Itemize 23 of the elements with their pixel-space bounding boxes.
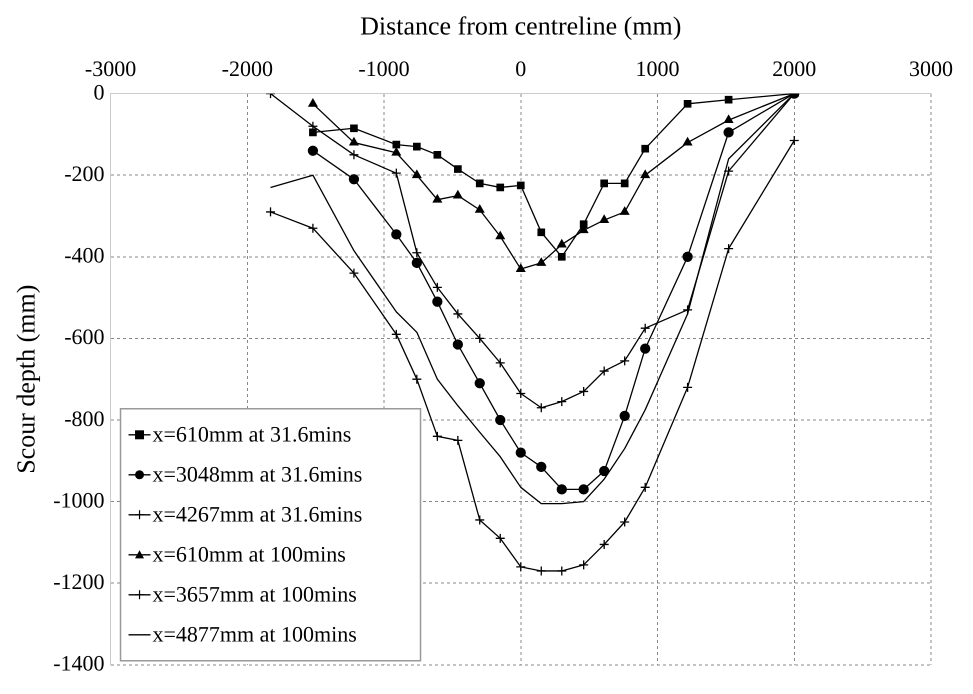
- x-tick-label: -2000: [222, 56, 273, 82]
- y-tick-label: 0: [94, 79, 105, 104]
- x-axis-title: Distance from centreline (mm): [360, 11, 682, 40]
- x-tick-label: 3000: [909, 56, 953, 82]
- y-axis-title: Scour depth (mm): [11, 284, 40, 474]
- legend-label: x=610mm at 31.6mins: [152, 422, 352, 447]
- y-tick-label: -800: [64, 406, 105, 431]
- x-tick-label: 0: [515, 56, 526, 82]
- y-tick-label: -1400: [53, 650, 105, 676]
- x-tick-label: -3000: [84, 56, 136, 82]
- x-tick-label: 1000: [636, 56, 680, 82]
- legend-label: x=3657mm at 100mins: [152, 582, 357, 607]
- legend-label: x=3048mm at 31.6mins: [152, 462, 362, 487]
- y-tick-label: -1200: [53, 568, 105, 594]
- y-tick-label: -400: [64, 242, 105, 268]
- y-tick-label: -200: [64, 160, 105, 186]
- legend-label: x=4877mm at 100mins: [152, 622, 357, 647]
- x-tick-label: -1000: [358, 56, 410, 82]
- y-tick-label: -1000: [53, 487, 105, 512]
- y-tick-label: -600: [64, 324, 105, 350]
- x-tick-label: 2000: [772, 56, 816, 82]
- legend-label: x=610mm at 100mins: [152, 542, 346, 567]
- legend-label: x=4267mm at 31.6mins: [152, 502, 362, 527]
